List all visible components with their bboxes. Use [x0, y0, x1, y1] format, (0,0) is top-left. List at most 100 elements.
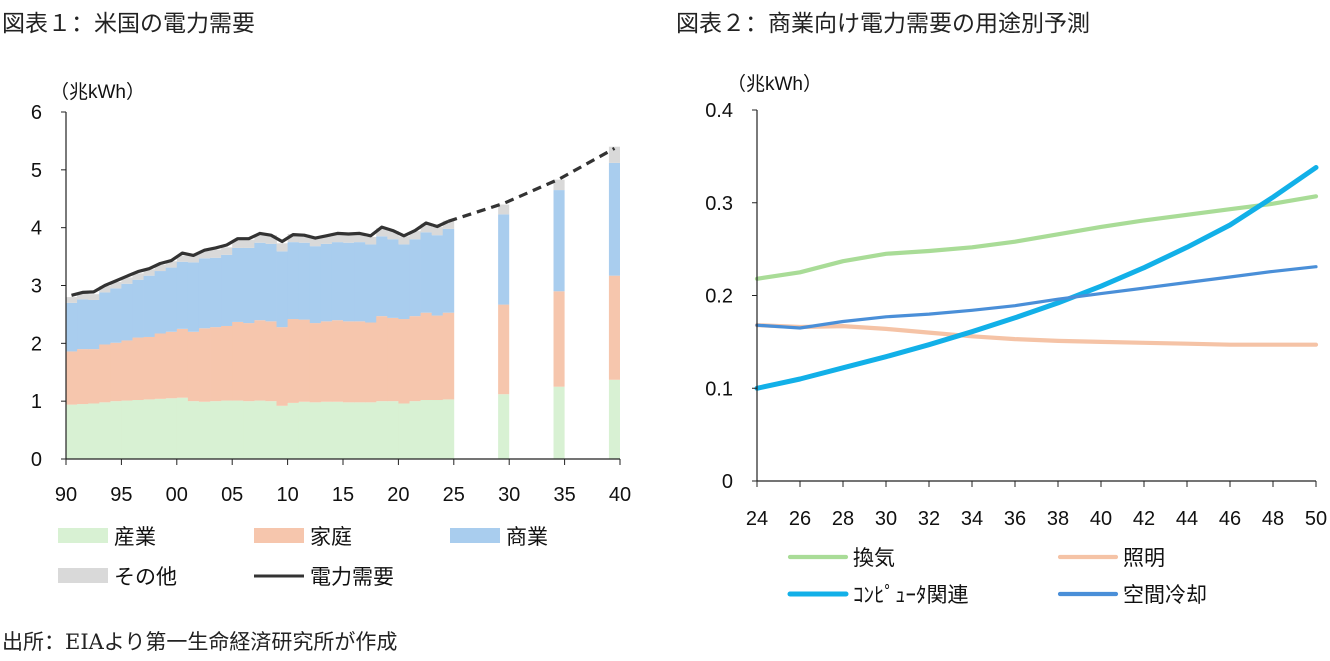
bar-商業-2010 — [287, 242, 300, 320]
chart2-unit-label: （兆kWh） — [727, 73, 822, 95]
bar-家庭-2000 — [176, 328, 189, 398]
chart1-unit-label: （兆kWh） — [50, 81, 145, 103]
bar-商業-2022 — [420, 232, 433, 313]
bar-その他-2017 — [365, 236, 377, 245]
bar-商業-2004 — [221, 254, 233, 326]
bar-家庭-1992 — [88, 349, 100, 404]
us-electricity-demand-chart: （兆kWh） 0 1 2 3 4 5 6 90 95 00 05 10 15 20 25 30 35 40 産業 家… — [31, 81, 631, 589]
bar-産業-2007 — [254, 400, 266, 459]
bar-産業-2016 — [354, 402, 366, 459]
y-tick-label: 0 — [31, 449, 42, 471]
bar-産業-1994 — [110, 401, 122, 459]
bar-家庭-1993 — [99, 344, 111, 403]
bar-商業-2007 — [254, 242, 266, 321]
bar-家庭-2004 — [221, 325, 233, 401]
bar-家庭-2013 — [320, 321, 333, 402]
bar-家庭-2018 — [376, 316, 388, 402]
bar-産業-2011 — [298, 401, 311, 459]
forecast-bar-その他-2040 — [608, 146, 620, 163]
bar-家庭-2003 — [210, 327, 222, 402]
x-tick-label: 10 — [276, 484, 298, 506]
bar-産業-2008 — [265, 401, 277, 459]
bar-その他-2018 — [376, 228, 388, 237]
bar-その他-2005 — [232, 239, 244, 248]
x-tick-label: 30 — [498, 484, 520, 506]
bar-商業-2008 — [265, 243, 277, 322]
bar-その他-1992 — [88, 294, 100, 300]
y-tick-label: 0.2 — [705, 286, 733, 308]
bar-その他-2008 — [265, 235, 277, 244]
bar-その他-1990 — [66, 297, 78, 303]
forecast-bar-その他-2035 — [553, 179, 565, 191]
bar-商業-2015 — [343, 242, 355, 322]
legend-label-家庭: 家庭 — [310, 526, 352, 549]
x-tick-label: 95 — [110, 484, 132, 506]
x-tick-label: 44 — [1176, 508, 1198, 530]
bar-家庭-2011 — [298, 319, 311, 402]
bar-商業-2002 — [198, 258, 211, 329]
bar-商業-1997 — [143, 275, 156, 337]
bar-産業-2005 — [232, 400, 244, 459]
bar-その他-2024 — [442, 220, 455, 229]
bar-家庭-2015 — [343, 321, 355, 403]
bar-その他-2016 — [354, 233, 366, 243]
forecast-bar-家庭-2030 — [498, 304, 510, 395]
bar-家庭-2012 — [309, 323, 322, 403]
legend-label-商業: 商業 — [506, 526, 548, 549]
bar-家庭-2019 — [387, 317, 399, 402]
bar-商業-2011 — [298, 242, 311, 320]
bar-商業-2019 — [387, 239, 399, 318]
forecast-bar-家庭-2040 — [608, 275, 620, 380]
bar-産業-2012 — [309, 402, 322, 459]
bar-産業-2003 — [210, 401, 222, 459]
bar-その他-2001 — [187, 254, 200, 263]
x-tick-label: 42 — [1133, 508, 1155, 530]
bar-その他-2003 — [210, 249, 222, 258]
x-tick-label: 32 — [918, 508, 940, 530]
x-tick-label: 40 — [1090, 508, 1112, 530]
bar-産業-1999 — [165, 398, 178, 459]
legend-label-照明: 照明 — [1123, 547, 1165, 570]
bar-家庭-2009 — [276, 327, 288, 406]
bar-家庭-2022 — [420, 312, 433, 401]
x-tick-label: 28 — [832, 508, 854, 530]
bar-産業-1990 — [66, 404, 78, 459]
legend-label-産業: 産業 — [114, 526, 156, 549]
series-line-換気 — [754, 194, 1319, 281]
bar-その他-2020 — [398, 236, 410, 245]
bar-産業-1997 — [143, 399, 156, 459]
bar-産業-2006 — [243, 401, 255, 459]
bar-産業-2009 — [276, 405, 288, 459]
bar-その他-2019 — [387, 231, 399, 240]
legend-swatch-商業 — [450, 528, 500, 543]
bar-家庭-2010 — [287, 319, 300, 403]
bar-その他-1998 — [154, 264, 167, 272]
bar-家庭-2001 — [187, 331, 200, 402]
source-note: 出所：EIAより第一生命経済研究所が作成 — [2, 630, 398, 654]
y-tick-label: 0.3 — [705, 193, 733, 215]
bar-その他-1994 — [110, 282, 122, 289]
chart1-title: 図表１：米国の電力需要 — [2, 11, 255, 37]
bar-その他-2007 — [254, 234, 266, 243]
bar-その他-2010 — [287, 234, 300, 243]
bar-産業-2021 — [409, 401, 421, 459]
bar-商業-1992 — [88, 299, 100, 350]
legend-swatch-家庭 — [254, 528, 304, 543]
bar-産業-2024 — [442, 399, 455, 459]
y-tick-label: 2 — [31, 333, 42, 355]
x-tick-label: 38 — [1047, 508, 1069, 530]
forecast-bar-その他-2030 — [498, 204, 510, 215]
bar-その他-2023 — [431, 227, 444, 236]
x-tick-label: 15 — [332, 484, 354, 506]
bar-産業-2001 — [187, 401, 200, 459]
bar-産業-2018 — [376, 401, 388, 459]
y-tick-label: 6 — [31, 102, 42, 124]
bar-産業-2020 — [398, 403, 410, 459]
y-tick-label: 0.1 — [705, 378, 733, 400]
legend-swatch-産業 — [58, 528, 108, 543]
forecast-bar-産業-2040 — [608, 379, 620, 459]
bar-商業-2013 — [320, 243, 333, 322]
bar-その他-1991 — [77, 293, 89, 300]
bar-産業-2013 — [320, 401, 333, 459]
bar-その他-2000 — [176, 255, 189, 262]
